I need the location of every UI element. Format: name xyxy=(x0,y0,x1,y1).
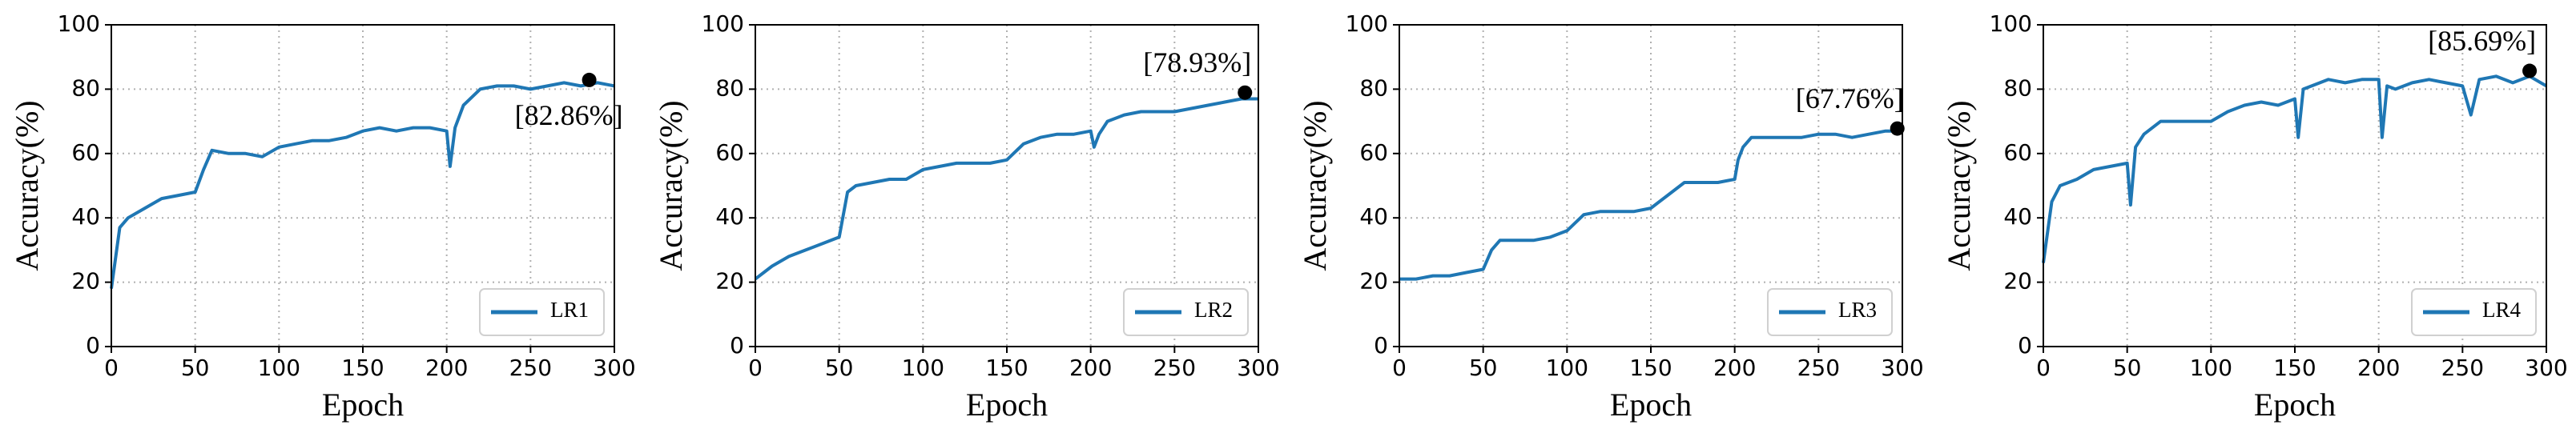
annotation-point xyxy=(582,72,597,87)
y-tick-label: 40 xyxy=(715,203,744,230)
legend-box xyxy=(1123,288,1249,336)
x-tick-label: 0 xyxy=(748,355,763,381)
y-axis-label: Accuracy(%) xyxy=(9,100,45,271)
x-tick-label: 300 xyxy=(1881,355,1923,381)
x-tick-label: 100 xyxy=(902,355,944,381)
y-tick-label: 0 xyxy=(2018,332,2032,359)
legend-label: LR2 xyxy=(1194,298,1233,322)
x-tick-label: 200 xyxy=(1069,355,1112,381)
y-tick-label: 0 xyxy=(730,332,744,359)
y-tick-label: 40 xyxy=(71,203,100,230)
y-tick-label: 20 xyxy=(2003,268,2032,295)
y-tick-label: 60 xyxy=(2003,139,2032,166)
x-tick-label: 150 xyxy=(1629,355,1672,381)
y-tick-label: 20 xyxy=(71,268,100,295)
x-tick-label: 100 xyxy=(258,355,300,381)
annotation-point xyxy=(1238,85,1253,100)
plot-frame xyxy=(755,24,1259,347)
chart-panel: 0 20 40 60 80 100 0 50 100 150 200 250 300 Epoch Accur… xyxy=(9,10,636,423)
x-tick-label: 0 xyxy=(2036,355,2051,381)
data-line xyxy=(110,81,615,289)
data-line xyxy=(2042,74,2548,263)
x-axis-label: Epoch xyxy=(966,387,1048,423)
annotation-label: [67.76%] xyxy=(1796,82,1904,114)
y-tick-label: 60 xyxy=(71,139,100,166)
x-tick-label: 0 xyxy=(104,355,119,381)
y-tick-label: 60 xyxy=(715,139,744,166)
annotation-label: [82.86%] xyxy=(515,99,623,131)
x-tick-label: 0 xyxy=(1392,355,1407,381)
y-tick-label: 0 xyxy=(86,332,100,359)
plot-frame xyxy=(1399,24,1903,347)
y-tick-label: 80 xyxy=(71,74,100,101)
chart-panel: 0 20 40 60 80 100 0 50 100 150 200 250 300 Epoch Accur… xyxy=(1941,10,2568,423)
x-axis-label: Epoch xyxy=(2254,387,2336,423)
plot-frame xyxy=(2043,24,2547,347)
x-axis-label: Epoch xyxy=(322,387,404,423)
y-tick-label: 40 xyxy=(1359,203,1388,230)
y-tick-label: 100 xyxy=(1346,10,1388,37)
x-tick-label: 300 xyxy=(593,355,635,381)
x-tick-label: 150 xyxy=(2273,355,2316,381)
x-tick-label: 50 xyxy=(2113,355,2142,381)
x-tick-label: 200 xyxy=(1713,355,1756,381)
x-tick-label: 100 xyxy=(2190,355,2232,381)
annotation-label: [85.69%] xyxy=(2428,25,2536,57)
y-tick-label: 80 xyxy=(1359,74,1388,101)
y-tick-label: 80 xyxy=(715,74,744,101)
legend-box xyxy=(2411,288,2537,336)
x-tick-label: 250 xyxy=(1797,355,1840,381)
annotation-point xyxy=(2522,63,2538,78)
x-tick-label: 250 xyxy=(1153,355,1196,381)
y-tick-label: 100 xyxy=(1990,10,2032,37)
data-line xyxy=(754,97,1258,281)
y-tick-label: 20 xyxy=(715,268,744,295)
x-tick-label: 50 xyxy=(825,355,854,381)
x-tick-label: 300 xyxy=(1237,355,1279,381)
y-tick-label: 20 xyxy=(1359,268,1388,295)
x-tick-label: 50 xyxy=(1469,355,1498,381)
x-tick-label: 250 xyxy=(2441,355,2484,381)
y-tick-label: 0 xyxy=(1374,332,1388,359)
data-line xyxy=(1399,129,1902,281)
y-tick-label: 100 xyxy=(702,10,744,37)
legend-label: LR3 xyxy=(1838,298,1877,322)
legend-box xyxy=(479,288,605,336)
x-tick-label: 250 xyxy=(509,355,552,381)
x-tick-label: 50 xyxy=(181,355,210,381)
x-tick-label: 150 xyxy=(341,355,384,381)
annotation-label: [78.93%] xyxy=(1143,46,1251,78)
y-tick-label: 100 xyxy=(58,10,100,37)
x-tick-label: 100 xyxy=(1546,355,1588,381)
chart-panel: 0 20 40 60 80 100 0 50 100 150 200 250 300 Epoch Accur… xyxy=(653,10,1280,423)
x-axis-label: Epoch xyxy=(1610,387,1692,423)
plot-frame xyxy=(111,24,615,347)
y-axis-label: Accuracy(%) xyxy=(1941,100,1977,271)
x-tick-label: 200 xyxy=(425,355,468,381)
legend-box xyxy=(1767,288,1893,336)
x-tick-label: 300 xyxy=(2525,355,2567,381)
chart-panel: 0 20 40 60 80 100 0 50 100 150 200 250 300 Epoch Accur… xyxy=(1297,10,1924,423)
legend-label: LR1 xyxy=(550,298,589,322)
y-tick-label: 60 xyxy=(1359,139,1388,166)
y-axis-label: Accuracy(%) xyxy=(1297,100,1333,271)
legend-label: LR4 xyxy=(2482,298,2522,322)
x-tick-label: 150 xyxy=(985,355,1028,381)
y-tick-label: 40 xyxy=(2003,203,2032,230)
annotation-point xyxy=(1890,121,1905,136)
y-axis-label: Accuracy(%) xyxy=(653,100,689,271)
x-tick-label: 200 xyxy=(2357,355,2400,381)
y-tick-label: 80 xyxy=(2003,74,2032,101)
